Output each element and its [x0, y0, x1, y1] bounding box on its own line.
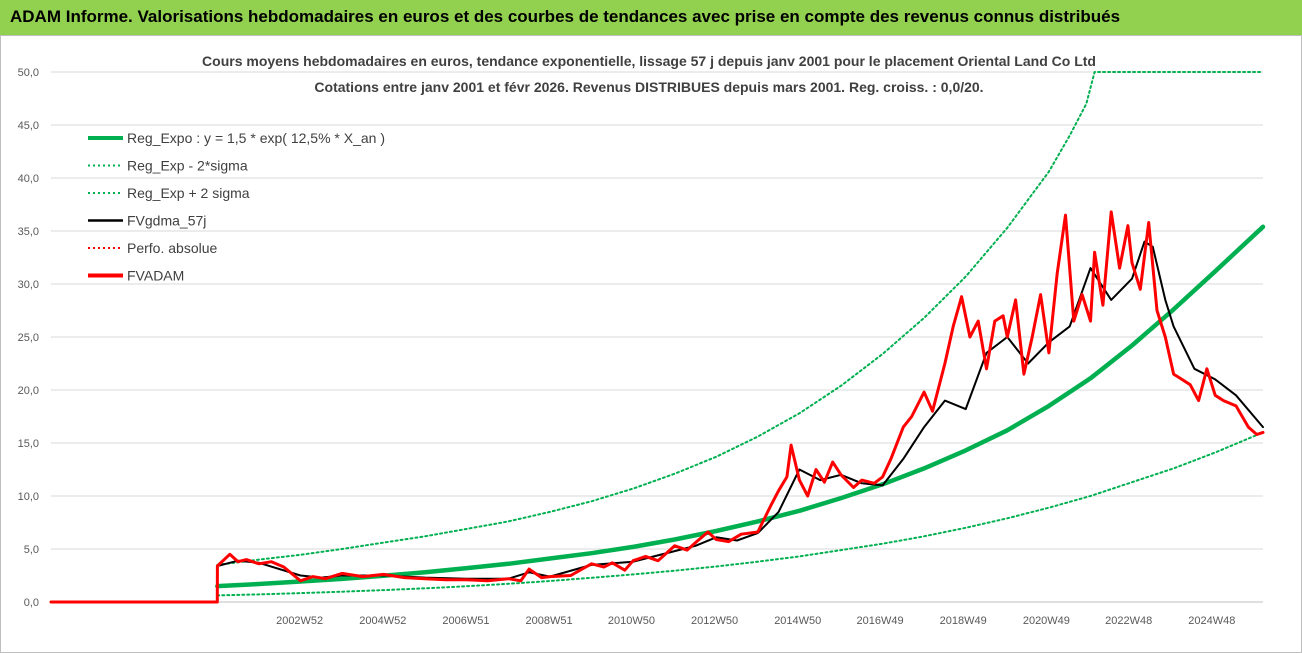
y-tick-label: 20,0 — [18, 385, 39, 397]
y-tick-label: 50,0 — [18, 67, 39, 79]
x-tick-label: 2022W48 — [1105, 615, 1152, 627]
legend-label: FVADAM — [127, 268, 184, 284]
x-tick-label: 2002W52 — [276, 615, 323, 627]
chart-subtitle: Cotations entre janv 2001 et févr 2026. … — [314, 79, 983, 95]
report-title: ADAM Informe. Valorisations hebdomadaire… — [10, 7, 1121, 26]
x-tick-label: 2024W48 — [1188, 615, 1235, 627]
chart-title: Cours moyens hebdomadaires en euros, ten… — [202, 53, 1096, 69]
x-tick-label: 2010W50 — [608, 615, 655, 627]
y-tick-label: 15,0 — [18, 438, 39, 450]
x-axis: 2002W52 2004W52 2006W51 2008W51 2010W50 2012W… — [51, 601, 1263, 627]
report-banner: ADAM Informe. Valorisations hebdomadaire… — [0, 0, 1302, 35]
grid-lines — [51, 71, 1263, 603]
x-tick-label: 2014W50 — [774, 615, 821, 627]
x-tick-label: 2008W51 — [526, 615, 573, 627]
y-tick-label: 25,0 — [18, 332, 39, 344]
series-line — [216, 431, 1264, 597]
y-tick-label: 5,0 — [24, 544, 39, 556]
x-tick-label: 2012W50 — [691, 615, 738, 627]
x-tick-label: 2006W51 — [442, 615, 489, 627]
y-tick-label: 10,0 — [18, 491, 39, 503]
chart-frame: Cours moyens hebdomadaires en euros, ten… — [0, 35, 1302, 653]
x-tick-label: 2018W49 — [940, 615, 987, 627]
y-tick-label: 40,0 — [18, 173, 39, 185]
y-tick-label: 45,0 — [18, 120, 39, 132]
legend-label: Reg_Exp + 2 sigma — [127, 185, 250, 201]
trend-chart: Cours moyens hebdomadaires en euros, ten… — [18, 53, 1266, 627]
legend: Reg_Expo : y = 1,5 * exp( 12,5% * X_an )… — [88, 130, 385, 284]
y-tick-label: 0,0 — [24, 597, 39, 609]
series-line — [216, 71, 1264, 566]
series-line — [49, 210, 1265, 604]
y-axis: 0,0 5,0 10,0 15,0 20,0 25,0 30,0 35,0 40,0 45,0 50… — [18, 67, 39, 609]
legend-label: Perfo. absolue — [127, 240, 217, 256]
legend-label: Reg_Expo : y = 1,5 * exp( 12,5% * X_an ) — [127, 130, 385, 146]
y-tick-label: 35,0 — [18, 226, 39, 238]
x-tick-label: 2016W49 — [857, 615, 904, 627]
x-tick-label: 2004W52 — [359, 615, 406, 627]
x-tick-label: 2020W49 — [1023, 615, 1070, 627]
series-lines — [49, 71, 1266, 604]
y-tick-label: 30,0 — [18, 279, 39, 291]
legend-label: Reg_Exp - 2*sigma — [127, 158, 248, 174]
legend-label: FVgdma_57j — [127, 213, 206, 229]
